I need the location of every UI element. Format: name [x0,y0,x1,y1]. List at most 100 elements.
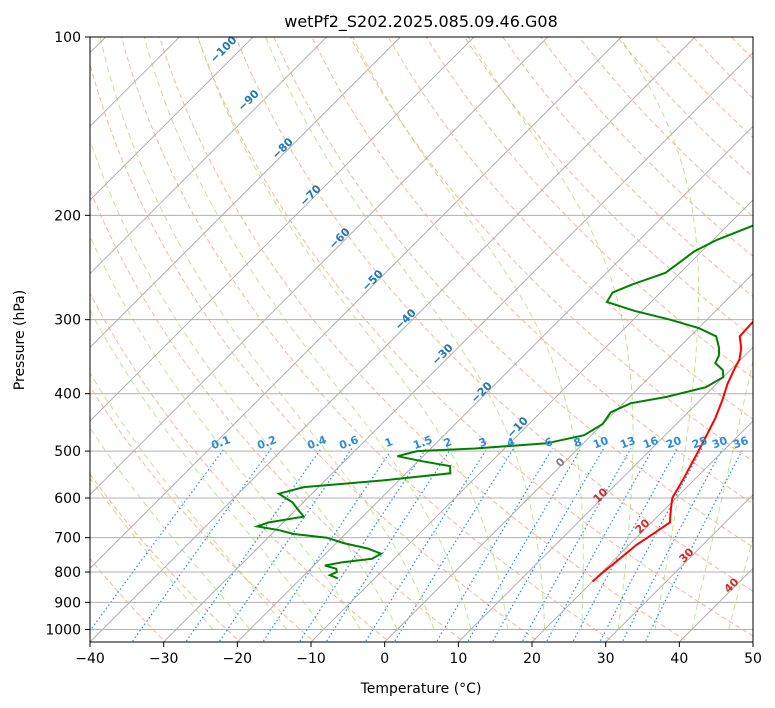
isotherm-line [310,199,753,642]
dry-adiabat-line [578,37,753,218]
dry-adiabat-line [197,37,753,637]
y-tick-label: 600 [54,491,81,507]
dry-adiabat-line [235,37,753,592]
mixing-ratio-label: 25 [690,434,709,451]
x-tick-label: −20 [223,651,253,667]
gridlines [90,37,753,642]
mixing-ratio-line [262,448,393,642]
x-tick-label: 40 [670,651,688,667]
mixing-ratio-label: 6 [543,435,555,450]
moist-adiabat-line [90,477,214,630]
dry-adiabat-label: −80 [269,135,296,162]
dry-adiabat-line [387,37,753,420]
plot-frame [89,36,754,643]
mixing-ratio-line [364,448,488,642]
mixing-ratio-label: 1.5 [411,433,434,452]
mixing-ratio-line [466,448,582,642]
mixing-ratio-label: 16 [641,434,660,452]
y-tick-label: 100 [54,30,81,46]
dry-adiabat-label: −70 [297,182,324,209]
isotherm-line [90,37,696,642]
dry-adiabat-line [463,37,753,338]
dry-adiabat-line [90,292,391,642]
mixing-ratio-line [393,448,515,642]
mixing-ratio-line [185,448,322,642]
mixing-ratio-line [545,448,654,642]
isotherm-line [90,37,549,496]
mixing-ratio-label: 20 [664,434,683,452]
moist-adiabat-line [352,37,584,630]
dry-adiabat-line [158,37,690,642]
mixing-ratio-label: 36 [731,434,750,452]
mixing-ratio-label: 2 [442,435,454,450]
moist-adiabat-line [265,37,546,630]
isotherm-line [457,346,753,642]
chart-title: wetPf2_S202.2025.085.09.46.G08 [284,12,558,32]
isotherm-line [531,420,753,642]
dry-adiabat-line [757,24,775,645]
moist-adiabat-line [99,37,435,630]
mixing-ratio-label: 4 [505,435,517,450]
mixing-ratio-label: 0.6 [337,433,360,452]
dry-adiabat-label: −100 [208,33,240,65]
x-tick-label: 0 [380,651,389,667]
dry-adiabat-label: −20 [468,379,495,406]
mixing-ratio-label: 8 [572,435,584,450]
isotherm-line [90,37,475,422]
mixing-ratio-line [572,448,678,642]
moist-adiabat-line [90,309,324,630]
dry-adiabat-line [425,37,753,379]
mixing-ratio-label: 30 [710,434,729,452]
dry-adiabat-line [90,385,316,642]
x-tick-label: 30 [597,651,615,667]
mixing-ratio-line [644,448,744,642]
moist-adiabat-label: 40 [722,575,742,595]
moist-adiabat-line [728,536,753,630]
isotherm-line [163,51,753,642]
y-tick-label: 400 [54,387,81,403]
y-tick-label: 500 [54,444,81,460]
mixing-ratio-line [521,448,632,642]
moist-adiabat-line [691,358,753,630]
dewpoint-line [253,224,753,580]
dry-adiabat-line [502,37,753,298]
y-tick-label: 1000 [45,622,81,638]
moist-adiabat-line [90,235,361,630]
y-tick-label: 700 [54,531,81,547]
moist-adiabat-line [90,371,288,630]
isotherm-line [236,125,753,642]
mixing-ratio-label: 10 [591,434,610,452]
mixing-ratio-line [131,448,272,642]
dry-adiabat-label: −60 [326,225,353,252]
isotherm-line [90,37,254,201]
dry-adiabat-label: −50 [359,267,386,294]
dry-adiabat-line [349,37,753,462]
moist-adiabat-line [90,427,251,630]
x-tick-label: 10 [449,651,467,667]
x-tick-label: 20 [523,651,541,667]
isotherm-line [90,37,401,349]
x-tick-label: −30 [149,651,179,667]
mixing-ratio-label: 1 [383,435,395,450]
x-tick-label: −40 [75,651,105,667]
isotherm-line [90,37,622,570]
isotherm-line [678,567,753,642]
isotherm-line [384,272,753,642]
isotherm-line [90,37,328,275]
moist-adiabat-line [143,37,472,630]
y-tick-label: 900 [54,595,81,611]
y-tick-label: 300 [54,313,81,329]
dry-adiabat-line [730,37,753,60]
moist-adiabat-label: 20 [633,516,653,536]
dry-adiabat-line [90,473,241,642]
isotherm-line [752,641,753,642]
mixing-ratio-line [218,448,353,642]
moist-adiabat-label: 30 [677,545,697,565]
mixing-ratio-label: 0.1 [209,433,232,452]
moist-adiabat-line [197,37,509,630]
temperature-line [591,320,753,583]
y-axis: 100 200 300 400 500 600 700 800 900 1000 [45,30,90,638]
mixing-ratio-label: 3 [477,435,489,450]
dry-adiabat-label: −90 [235,87,262,114]
background-lines [90,24,775,645]
